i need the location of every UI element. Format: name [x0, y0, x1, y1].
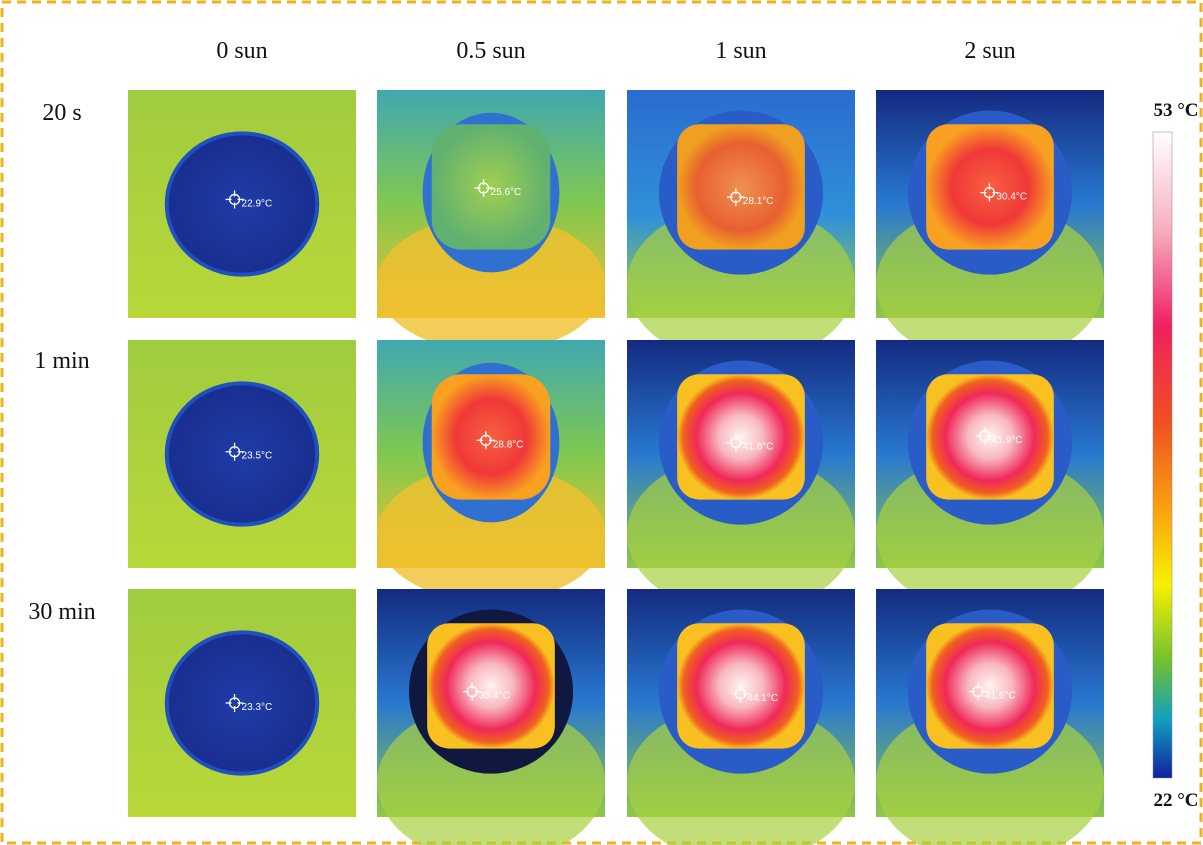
thermal-image: 41.9°C	[876, 340, 1104, 614]
sample	[926, 623, 1054, 748]
thermal-image: 23.3°C	[128, 589, 356, 817]
temperature-reading: 28.1°C	[743, 196, 774, 207]
colorbar-max: 53 °C	[1153, 100, 1198, 121]
colorbar	[1153, 132, 1172, 778]
column-header: 1 sun	[715, 38, 766, 64]
thermal-image: 41.6°C	[876, 589, 1104, 845]
temperature-reading: 41.9°C	[992, 435, 1023, 446]
temperature-reading: 28.8°C	[493, 439, 524, 450]
temperature-reading: 23.5°C	[242, 451, 273, 462]
sample	[677, 124, 805, 249]
temperature-reading: 23.3°C	[242, 702, 273, 713]
row-label: 20 s	[42, 100, 81, 126]
thermal-image: 23.5°C	[128, 340, 356, 568]
thermal-image: 25.6°C	[377, 90, 605, 352]
thermal-image: 44.1°C	[627, 589, 855, 845]
temperature-reading: 35.4°C	[479, 691, 510, 702]
thermal-image: 41.8°C	[627, 340, 855, 614]
temperature-reading: 41.6°C	[985, 691, 1016, 702]
column-header: 0.5 sun	[456, 38, 525, 64]
thermal-image: 35.4°C	[377, 589, 605, 845]
temperature-reading: 25.6°C	[491, 187, 522, 198]
column-header: 0 sun	[216, 38, 267, 64]
figure: 53 °C 22 °C 0 sun 0.5 sun 1 sun 2 sun 20 s 22…	[0, 0, 1203, 845]
thermal-image: 28.1°C	[627, 90, 855, 364]
sample	[677, 374, 805, 499]
temperature-reading: 41.8°C	[743, 442, 774, 453]
thermal-image: 22.9°C	[128, 90, 356, 318]
thermal-image: 30.4°C	[876, 90, 1104, 364]
row-label: 1 min	[34, 348, 89, 374]
column-header: 2 sun	[964, 38, 1015, 64]
row-label: 30 min	[28, 599, 95, 625]
temperature-reading: 44.1°C	[747, 693, 778, 704]
sample	[432, 374, 551, 499]
colorbar-min: 22 °C	[1153, 790, 1198, 811]
temperature-reading: 30.4°C	[996, 192, 1027, 203]
temperature-reading: 22.9°C	[242, 198, 273, 209]
sample	[427, 623, 555, 748]
thermal-image: 28.8°C	[377, 340, 605, 602]
